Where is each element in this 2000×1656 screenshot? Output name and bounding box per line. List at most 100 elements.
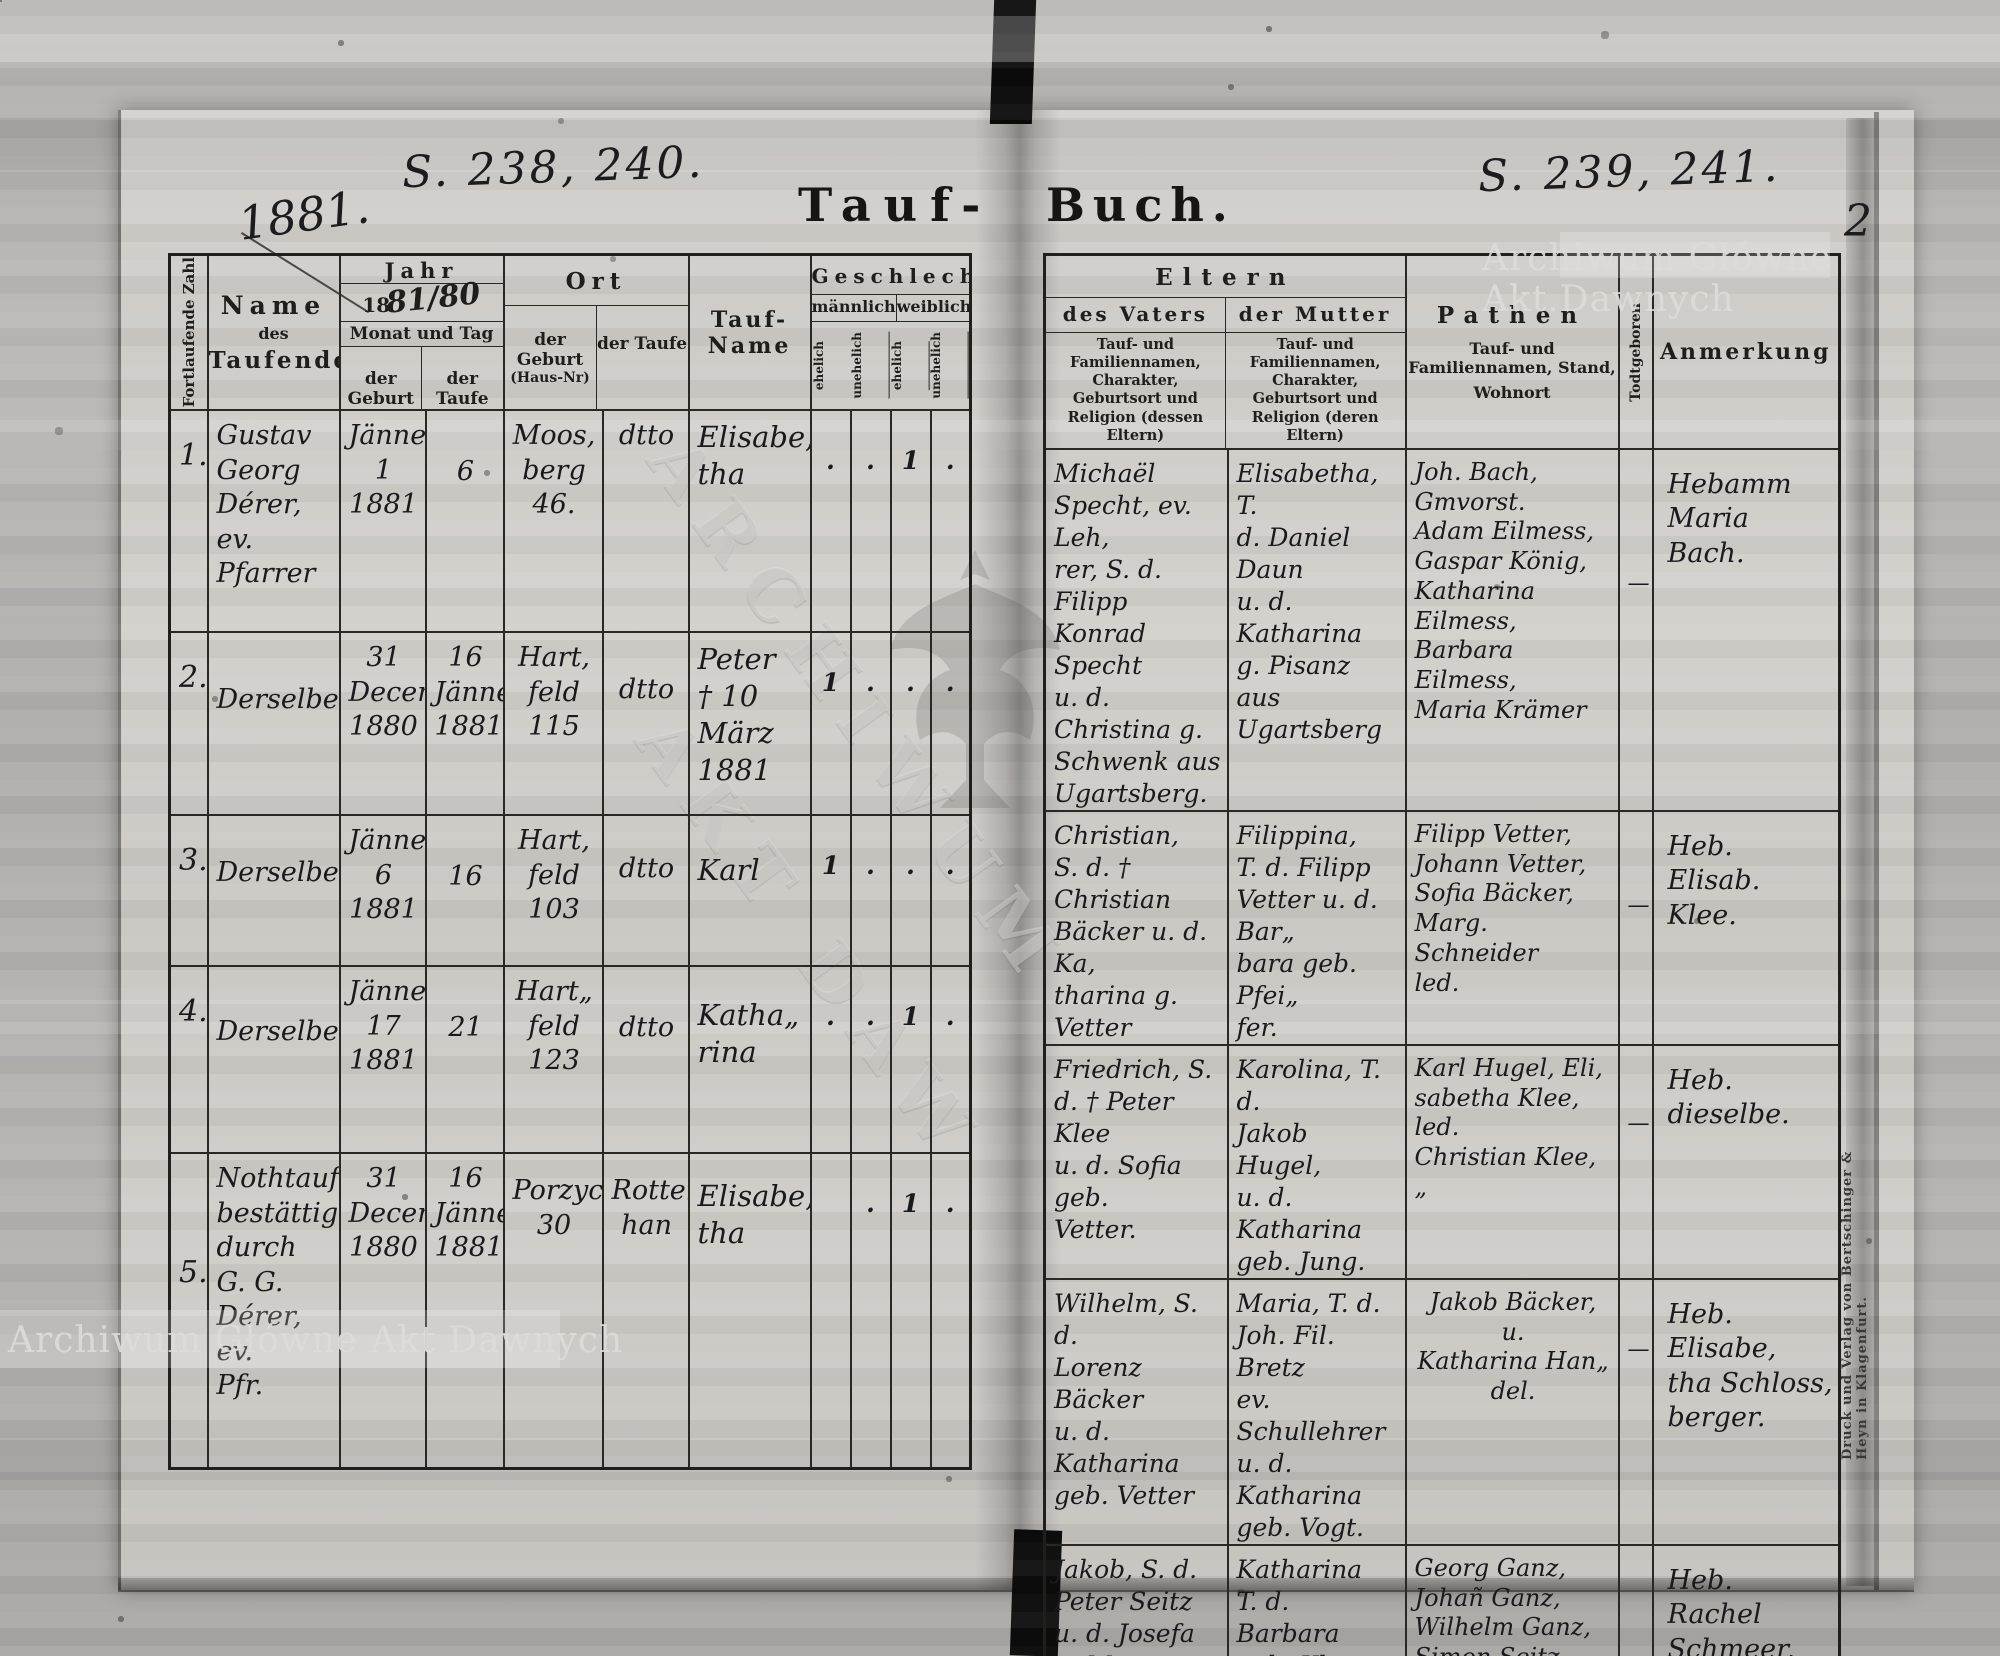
header-ort: Ort der Geburt (Haus-Nr) der Taufe (502, 253, 690, 411)
tauf-name: Katha„ rina (687, 965, 812, 1154)
mark-maennlich-ehelich: . (809, 965, 852, 1154)
tauf-name-label: Tauf-Name (707, 306, 792, 359)
mark-weiblich-unehelich: . (929, 965, 972, 1154)
mutter-eintrag: Maria, T. d. Joh. Fil. Bretz ev. Schulle… (1226, 1277, 1407, 1546)
geburt-ort: Moos, berg 46. (502, 409, 604, 633)
anmerkung-eintrag: Heb. Elisabe, tha Schloss, berger. (1651, 1277, 1841, 1546)
mark-maennlich-unehelich: . (849, 814, 892, 967)
fortlaufende-zahl-label: Fortlaufende Zahl (179, 257, 198, 408)
mark-weiblich-unehelich: . (929, 631, 972, 816)
geburt-datum: Jänner 6 1881 (338, 814, 427, 967)
header-eltern: Eltern des Vaters der Mutter Tauf- und F… (1043, 253, 1407, 450)
jahr-value: 1881/80 (341, 276, 502, 322)
anmerkung-eintrag: Hebamm Maria Bach. (1651, 447, 1841, 812)
geburt-datum: Jänner 17 1881 (338, 965, 427, 1154)
taufe-datum: 16 (424, 814, 505, 967)
vater-eintrag: Friedrich, S. d. † Peter Klee u. d. Sofi… (1043, 1043, 1229, 1280)
title-right-half: Buch. (1046, 178, 1236, 232)
taufe-ort: Rotter„ han (601, 1152, 690, 1469)
anmerkung-label: Anmerkung (1659, 338, 1832, 365)
row-number: 5. (168, 1152, 209, 1469)
taufe-datum: 16 Jänner 1881 (424, 1152, 505, 1469)
paper-right-edge-shadow (1846, 118, 1874, 1586)
mark-maennlich-ehelich: 1 (809, 814, 852, 967)
vater-eintrag: Wilhelm, S. d. Lorenz Bäcker u. d. Katha… (1043, 1277, 1229, 1546)
taufe-datum: 6 (424, 409, 505, 633)
paper-right-edge-line (1874, 112, 1879, 1590)
pathen-eintrag: Joh. Bach, Gmvorst. Adam Eilmess, Gaspar… (1404, 447, 1620, 812)
dust-specks (0, 0, 2, 2)
mark-weiblich-ehelich: . (889, 631, 932, 816)
maennlich-unehelich-label: unehelich (850, 332, 890, 399)
header-pathen: Pathen Tauf- und Familiennamen, Stand, W… (1404, 253, 1620, 450)
weiblich-ehelich-label: ehelich (889, 340, 930, 391)
todtgeboren-mark: — (1617, 1277, 1654, 1546)
date-geburt-label: der Geburt (347, 369, 414, 409)
der-mutter-label: der Mutter (1224, 298, 1404, 332)
taufender-name: Derselbe (206, 631, 341, 816)
register-row-2-left: 2. Derselbe 31 December 1880 16 Jänner 1… (168, 631, 972, 816)
mark-maennlich-unehelich: . (849, 965, 892, 1154)
register-row-5-right: Jakob, S. d. Peter Seitz u. d. Josefa g.… (1043, 1543, 1841, 1656)
mark-weiblich-ehelich: 1 (889, 409, 932, 633)
des-vaters-sub: Tauf- und Familiennamen, Charakter, Gebu… (1067, 336, 1204, 444)
pathen-sub1: Tauf- und Familiennamen, Stand, (1408, 338, 1616, 377)
mutter-eintrag: Karolina, T. d. Jakob Hugel, u. d. Katha… (1226, 1043, 1407, 1280)
anmerkung-eintrag: Heb. Rachel Schmeer, isr. (1651, 1543, 1841, 1656)
pathen-eintrag: Georg Ganz, Johañ Ganz, Wilhelm Ganz, Si… (1404, 1543, 1620, 1656)
mark-maennlich-unehelich: . (849, 631, 892, 816)
header-anmerkung: Anmerkung (1651, 253, 1841, 450)
register-row-2-right: Christian, S. d. † Christian Bäcker u. d… (1043, 809, 1841, 1046)
ort-geburt-label: der Geburt (Haus-Nr) (506, 306, 596, 408)
title-left-half: Tauf- (798, 178, 994, 232)
left-pages-note: S. 238, 240. (401, 136, 706, 199)
pathen-label: Pathen (1436, 301, 1588, 329)
mutter-eintrag: Filippina, T. d. Filipp Vetter u. d. Bar… (1226, 809, 1407, 1046)
page-number: 2 (1844, 196, 1872, 247)
anmerkung-eintrag: Heb. dieselbe. (1651, 1043, 1841, 1280)
left-register-table: Fortlaufende Zahl Name des Taufenden Jah… (168, 253, 973, 1470)
register-row-1-right: Michaël Specht, ev. Leh, rer, S. d. Fili… (1043, 447, 1841, 812)
maennlich-label: männlich (811, 297, 896, 316)
weiblich-label: weiblich (895, 295, 969, 321)
taufender-name: Derselbe (206, 814, 341, 967)
taufe-datum: 21 (424, 965, 505, 1154)
taufender-name: Gustav Georg Dérer, ev. Pfarrer (206, 409, 341, 633)
geschlecht-label: Geschlecht (812, 256, 969, 295)
mark-weiblich-ehelich: 1 (889, 965, 932, 1154)
geburt-ort: Hart„ feld 123 (502, 965, 604, 1154)
taufenden-label: Taufenden (208, 347, 338, 374)
row-number: 2. (168, 631, 209, 816)
mark-maennlich-ehelich: 1 (809, 631, 852, 816)
archive-watermark-top-right: Archiwum Główne Akt.Dawnych (1482, 238, 1833, 320)
mark-maennlich-ehelich: . (809, 409, 852, 633)
haus-nr-label: (Haus-Nr) (510, 370, 590, 386)
geburt-datum: 31 December 1880 (338, 631, 427, 816)
right-register-table: Eltern des Vaters der Mutter Tauf- und F… (1043, 253, 1841, 1656)
tauf-name: Elisabe, tha (687, 409, 812, 633)
register-row-1-left: 1. Gustav Georg Dérer, ev. Pfarrer Jänne… (168, 409, 972, 633)
ort-taufe-label: der Taufe (595, 306, 687, 409)
watermark-light-patch-top (1560, 232, 1830, 278)
eltern-label: Eltern (1046, 257, 1404, 298)
row-number: 1. (168, 409, 209, 633)
taufe-ort: dtto (601, 965, 690, 1154)
taufe-ort: dtto (601, 409, 690, 633)
row-number: 3. (168, 814, 209, 967)
todtgeboren-mark: — (1617, 1043, 1654, 1280)
geburt-datum: Jänner 1 1881 (338, 409, 427, 633)
mark-weiblich-unehelich: . (929, 1152, 972, 1469)
header-name-des-taufenden: Name des Taufenden (206, 253, 341, 411)
tauf-name: Karl (687, 814, 812, 967)
row-number: 4. (168, 965, 209, 1154)
register-row-5-left: 5. Nothtaufe bestättigt durch G. G. Dére… (168, 1152, 972, 1469)
tauf-name: Peter † 10 März 1881 (687, 631, 812, 816)
des-label: des (258, 324, 289, 343)
vater-eintrag: Michaël Specht, ev. Leh, rer, S. d. Fili… (1043, 447, 1229, 812)
taufe-ort: dtto (601, 814, 690, 967)
header-todtgeboren: Todtgeboren (1617, 253, 1654, 450)
mark-weiblich-ehelich: 1 (889, 1152, 932, 1469)
mark-maennlich-ehelich (809, 1152, 852, 1469)
right-pages-note: S. 239, 241. (1477, 140, 1782, 203)
